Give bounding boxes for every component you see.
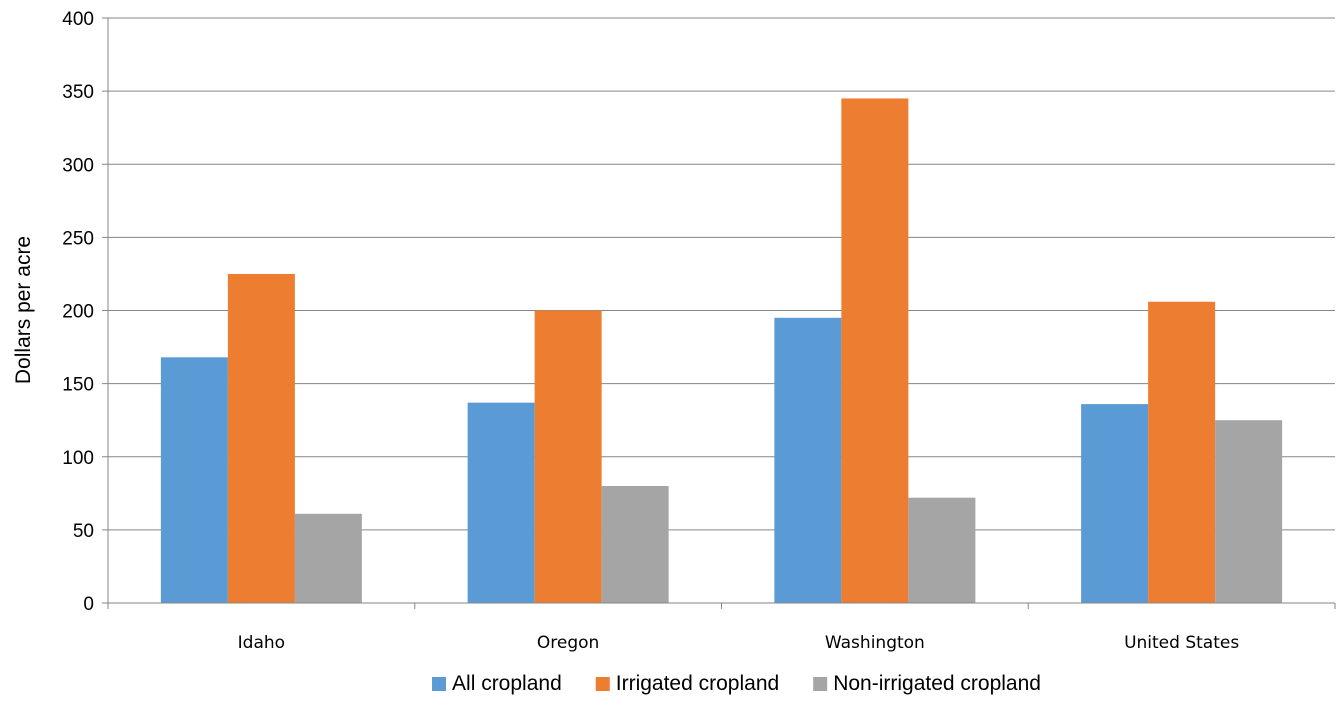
x-tick-label: Washington bbox=[825, 633, 925, 653]
legend-swatch bbox=[595, 677, 610, 691]
bar bbox=[908, 497, 976, 603]
y-axis-label: Dollars per acre bbox=[12, 236, 35, 384]
y-tick-label: 200 bbox=[62, 302, 94, 323]
legend-swatch bbox=[432, 677, 447, 691]
legend-label: Non-irrigated cropland bbox=[833, 672, 1041, 695]
legend-label: All cropland bbox=[452, 672, 562, 695]
bar bbox=[774, 317, 842, 603]
y-tick-label: 0 bbox=[83, 594, 94, 615]
x-tick-labels: Idaho Oregon Washington United States bbox=[238, 633, 1240, 653]
legend-label: Irrigated cropland bbox=[616, 672, 779, 695]
bar bbox=[160, 357, 228, 603]
x-tick-label: Oregon bbox=[537, 633, 599, 653]
y-tick-label: 350 bbox=[62, 82, 94, 103]
x-tick-label: Idaho bbox=[238, 633, 285, 653]
bar bbox=[1148, 301, 1216, 603]
bar bbox=[294, 513, 362, 603]
y-tick-label: 250 bbox=[62, 228, 94, 249]
gridlines bbox=[108, 17, 1335, 531]
x-tick-label: United States bbox=[1124, 633, 1239, 653]
y-tick-label: 400 bbox=[62, 9, 94, 30]
bar bbox=[1081, 404, 1149, 603]
y-tick-label: 50 bbox=[73, 521, 94, 542]
y-tick-label: 300 bbox=[62, 155, 94, 176]
bar bbox=[841, 98, 909, 603]
y-tick-labels: 0 50 100 150 200 250 300 350 400 bbox=[62, 9, 94, 615]
bars bbox=[160, 98, 1283, 603]
bar bbox=[601, 486, 669, 603]
y-tick-label: 150 bbox=[62, 375, 94, 396]
legend: All cropland Irrigated cropland Non-irriga… bbox=[432, 672, 1041, 695]
axes bbox=[102, 17, 1336, 609]
legend-swatch bbox=[813, 677, 828, 691]
bar bbox=[1215, 420, 1283, 603]
y-tick-label: 100 bbox=[62, 448, 94, 469]
bar bbox=[227, 273, 295, 603]
bar bbox=[467, 402, 535, 603]
bar bbox=[534, 310, 602, 603]
